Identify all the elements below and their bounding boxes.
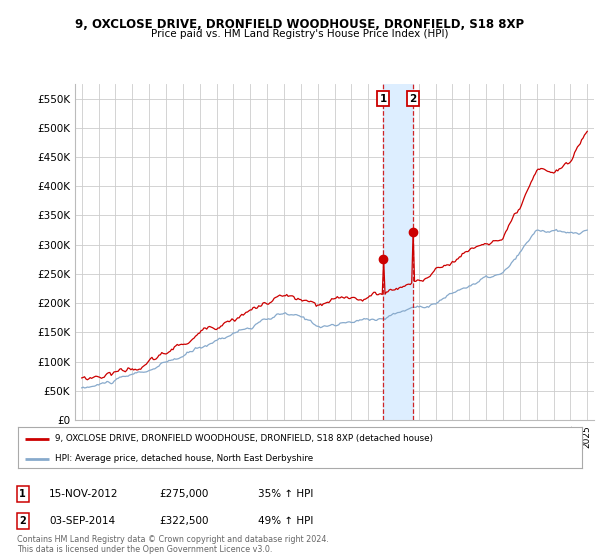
Text: 49% ↑ HPI: 49% ↑ HPI bbox=[258, 516, 313, 526]
Text: Price paid vs. HM Land Registry's House Price Index (HPI): Price paid vs. HM Land Registry's House … bbox=[151, 29, 449, 39]
Text: £275,000: £275,000 bbox=[159, 489, 208, 499]
Bar bbox=[383, 84, 413, 420]
Text: HPI: Average price, detached house, North East Derbyshire: HPI: Average price, detached house, Nort… bbox=[55, 454, 313, 463]
Text: 15-NOV-2012: 15-NOV-2012 bbox=[49, 489, 119, 499]
Text: £322,500: £322,500 bbox=[159, 516, 209, 526]
Text: 9, OXCLOSE DRIVE, DRONFIELD WOODHOUSE, DRONFIELD, S18 8XP: 9, OXCLOSE DRIVE, DRONFIELD WOODHOUSE, D… bbox=[76, 18, 524, 31]
Text: 03-SEP-2014: 03-SEP-2014 bbox=[49, 516, 115, 526]
Text: 9, OXCLOSE DRIVE, DRONFIELD WOODHOUSE, DRONFIELD, S18 8XP (detached house): 9, OXCLOSE DRIVE, DRONFIELD WOODHOUSE, D… bbox=[55, 434, 433, 443]
Text: 1: 1 bbox=[379, 94, 386, 104]
Text: 1: 1 bbox=[19, 489, 26, 499]
Text: 35% ↑ HPI: 35% ↑ HPI bbox=[258, 489, 313, 499]
Text: 2: 2 bbox=[19, 516, 26, 526]
Text: 2: 2 bbox=[410, 94, 417, 104]
Text: Contains HM Land Registry data © Crown copyright and database right 2024.
This d: Contains HM Land Registry data © Crown c… bbox=[17, 535, 329, 554]
